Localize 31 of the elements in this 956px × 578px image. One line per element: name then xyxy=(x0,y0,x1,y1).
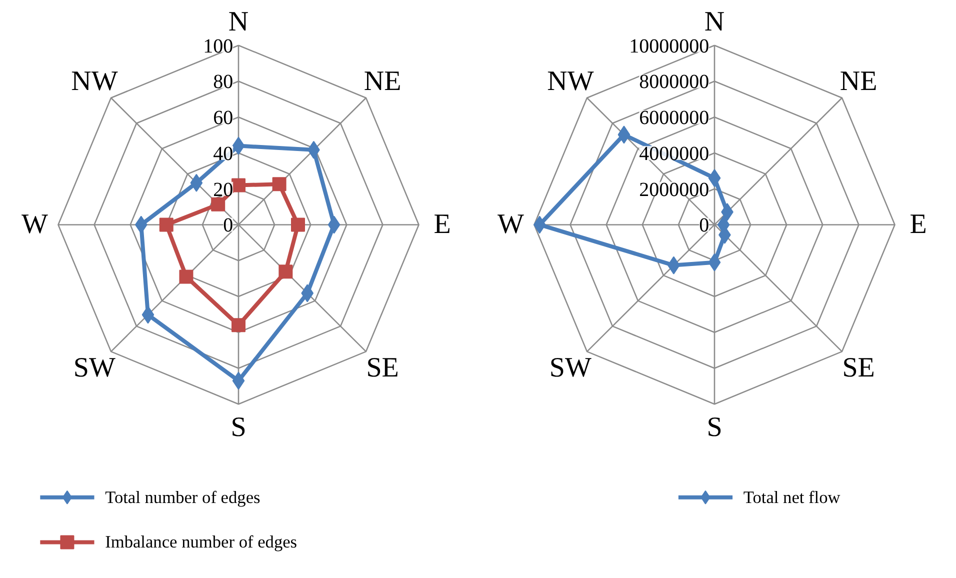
spoke-label: S xyxy=(230,412,246,443)
spoke-label: SE xyxy=(366,352,399,384)
legend-label: Imbalance number of edges xyxy=(105,532,298,552)
spoke-label: NE xyxy=(364,66,402,97)
spoke-label: E xyxy=(434,209,451,240)
y-tick-label: 100 xyxy=(203,35,234,58)
y-tick-label: 2000000 xyxy=(639,178,710,201)
y-tick-label: 40 xyxy=(213,142,234,165)
spoke-label: W xyxy=(22,209,49,240)
spoke-label: E xyxy=(910,209,927,240)
y-tick-label: 6000000 xyxy=(639,107,710,130)
y-tick-label: 80 xyxy=(213,71,234,94)
y-tick-label: 0 xyxy=(699,214,710,237)
legend-label: Total number of edges xyxy=(105,488,261,507)
spoke-label: NE xyxy=(840,66,878,97)
y-tick-label: 20 xyxy=(213,178,234,201)
spoke-label: NW xyxy=(71,66,118,97)
spoke-label: S xyxy=(706,412,722,443)
spoke-label: SW xyxy=(73,352,116,384)
spoke-label: SW xyxy=(549,352,592,384)
spoke-label: SE xyxy=(842,352,875,384)
y-tick-label: 8000000 xyxy=(639,71,710,94)
spoke-label: N xyxy=(704,6,725,38)
legend-label: Total net flow xyxy=(743,488,841,507)
spoke-label: W xyxy=(498,209,525,240)
y-tick-label: 4000000 xyxy=(639,142,710,165)
y-tick-label: 60 xyxy=(213,107,234,130)
y-tick-label: 10000000 xyxy=(629,35,710,58)
y-tick-label: 0 xyxy=(223,214,234,237)
spoke-label: N xyxy=(228,6,249,38)
spoke-label: NW xyxy=(547,66,594,97)
